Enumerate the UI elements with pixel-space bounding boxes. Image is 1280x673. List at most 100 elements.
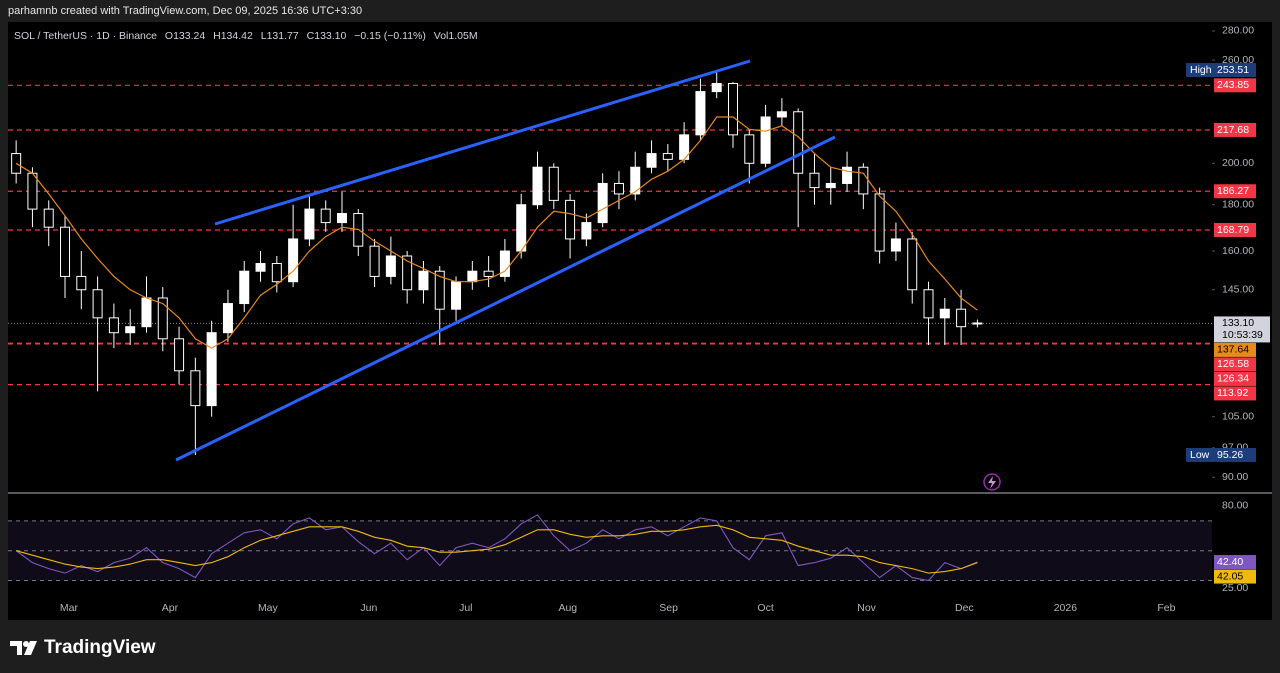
candle-body: [451, 281, 462, 310]
candle-body: [939, 308, 950, 319]
ema-line: [15, 116, 978, 349]
price-tag-label: 253.51: [1217, 64, 1249, 76]
candle-body: [434, 270, 445, 310]
price-tag-label: 168.79: [1217, 224, 1249, 236]
candle-body: [662, 153, 673, 160]
candle-body: [825, 182, 836, 189]
candle-body: [728, 82, 739, 136]
price-tag-label: 126.34: [1217, 373, 1249, 385]
y-tick-label: 145.00: [1222, 284, 1254, 296]
candle-body: [483, 270, 494, 277]
candle-body: [402, 255, 413, 291]
alert-icon-bolt: [988, 476, 996, 489]
candle-body: [125, 326, 136, 334]
candle-body: [222, 303, 233, 334]
trend-line: [214, 59, 751, 226]
price-tag-name: Low: [1190, 449, 1210, 461]
legend: SOL / TetherUS · 1D · Binance O133.24 H1…: [14, 30, 483, 42]
alert-icon[interactable]: [983, 473, 1001, 491]
candle-body: [776, 111, 787, 118]
candle-body: [108, 317, 119, 334]
candle-body: [695, 91, 706, 136]
chart-background: [8, 22, 1212, 620]
x-tick-label: Mar: [60, 602, 79, 614]
candle-body: [548, 166, 559, 201]
price-tag: [1214, 371, 1256, 386]
footer: TradingView: [10, 636, 156, 660]
y-tick-label: 90.00: [1222, 471, 1248, 483]
candle-body: [532, 166, 543, 206]
change: −0.15 (−0.11%): [354, 30, 426, 42]
price-tag-label: 243.85: [1217, 79, 1249, 91]
price-tag-label: 137.64: [1217, 344, 1249, 356]
x-tick-label: Jun: [360, 602, 377, 614]
price-tag-label: 217.68: [1217, 124, 1249, 136]
symbol: SOL / TetherUS · 1D · Binance: [14, 30, 157, 42]
candle-body: [157, 297, 168, 340]
volume: Vol1.05M: [433, 30, 478, 42]
price-tag: [1214, 569, 1256, 584]
price-tag: [1214, 357, 1256, 372]
rsi-line: [15, 514, 978, 582]
candle-body: [711, 82, 722, 93]
price-tag-name: High: [1190, 64, 1212, 76]
candle-body: [874, 193, 885, 252]
candle-body: [76, 275, 87, 291]
candle-body: [271, 263, 282, 283]
candle-body: [972, 322, 983, 325]
countdown: 10:53:39: [1222, 329, 1263, 341]
candle-body: [206, 332, 217, 407]
x-tick-label: May: [258, 602, 279, 614]
plot: [8, 70, 1212, 582]
close: C133.10: [306, 30, 347, 42]
candle-body: [516, 204, 527, 252]
price-tag: [1214, 223, 1256, 238]
low: L131.77: [260, 30, 299, 42]
x-tick-label: Oct: [757, 602, 773, 614]
price-tag-label: 186.27: [1217, 185, 1249, 197]
rsi-line: [15, 524, 978, 574]
price-tag-label: 42.40: [1217, 556, 1243, 568]
y-tick-label: 260.00: [1222, 54, 1254, 66]
candle-body: [760, 116, 771, 164]
candle-body: [336, 213, 347, 224]
caption: parhamnb created with TradingView.com, D…: [8, 5, 363, 17]
candle-body: [92, 289, 103, 319]
candle-body: [744, 134, 755, 164]
y-tick-label: 80.00: [1222, 500, 1248, 512]
candle-body: [907, 238, 918, 291]
candle-body: [597, 182, 608, 224]
candle-body: [174, 338, 185, 372]
price-tag: [1214, 78, 1256, 93]
x-tick-label: Apr: [162, 602, 179, 614]
x-tick-label: Nov: [857, 602, 876, 614]
candle-body: [581, 222, 592, 240]
candle-body: [565, 199, 576, 240]
price-tag: [1214, 122, 1256, 137]
open: O133.24: [164, 30, 206, 42]
candle-body: [320, 208, 331, 224]
candle-body: [288, 238, 299, 283]
chart: 280.00 260.00 200.00 180.00 160.00 145.00 105.…: [8, 22, 1272, 620]
candle-body: [304, 208, 315, 240]
brand: TradingView: [44, 637, 156, 658]
price-tag-label: 126.58: [1217, 358, 1249, 370]
y-tick-label: 200.00: [1222, 157, 1254, 169]
price-tag: [1214, 184, 1256, 199]
y-tick-label: 180.00: [1222, 198, 1254, 210]
y-tick-label: 25.00: [1222, 582, 1248, 594]
candle-body: [190, 370, 201, 407]
last-price-tag: [1214, 316, 1270, 343]
price-tag: [1214, 63, 1256, 78]
price-tag-name-bg: [1186, 447, 1214, 462]
price-tag-label: 95.26: [1217, 449, 1243, 461]
x-tick-label: Sep: [659, 602, 678, 614]
price-tag: [1214, 342, 1256, 357]
candle-body: [418, 270, 429, 291]
price-tag-name-bg: [1186, 63, 1214, 78]
candle-body: [809, 172, 820, 189]
candle-body: [499, 250, 510, 277]
candle-body: [956, 308, 967, 328]
y-tick-label: 280.00: [1222, 25, 1254, 37]
